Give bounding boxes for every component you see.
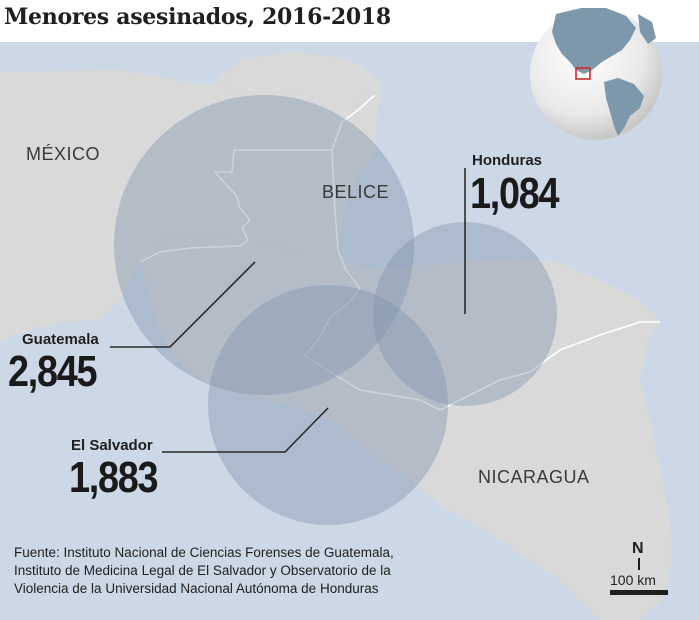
- mexico-land: [0, 70, 382, 340]
- globe-north-america: [552, 8, 636, 74]
- country-label-mexico: MÉXICO: [26, 144, 101, 164]
- country-borders: [139, 94, 660, 411]
- page-title: Menores asesinados, 2016-2018: [4, 4, 391, 30]
- scale-label: 100 km: [610, 572, 656, 588]
- globe-south-america: [604, 78, 644, 136]
- border-mexico-guatemala: [139, 149, 339, 263]
- marker-label-honduras: Honduras: [472, 152, 543, 169]
- bubble-el-salvador: [208, 285, 448, 525]
- source-line: Fuente: Instituto Nacional de Ciencias F…: [14, 545, 394, 560]
- globe-icon: [530, 8, 662, 140]
- border-honduras-elsalvador: [304, 355, 441, 411]
- globe-locator-box: [575, 67, 591, 80]
- border-belize: [331, 94, 376, 151]
- marker-value-el-salvador: 1,883: [69, 453, 159, 502]
- scale-bar: [610, 590, 668, 595]
- north-indicator: N: [632, 540, 644, 557]
- border-honduras-nicaragua: [439, 321, 660, 411]
- country-label-belice: BELICE: [322, 182, 390, 202]
- country-label-nicaragua: NICARAGUA: [478, 467, 590, 487]
- bubbles: [114, 95, 557, 525]
- marker-value-guatemala: 2,845: [8, 347, 98, 396]
- marker-value-honduras: 1,084: [470, 169, 560, 218]
- border-guatemala-honduras: [304, 249, 361, 357]
- central-america-land: [140, 232, 672, 620]
- leader-el-salvador: [162, 407, 329, 453]
- leader-lines: [110, 168, 466, 453]
- marker-label-el-salvador: El Salvador: [71, 437, 153, 454]
- bubble-guatemala: [114, 95, 414, 395]
- globe-greenland: [638, 14, 656, 44]
- marker-label-guatemala: Guatemala: [22, 331, 99, 348]
- leader-guatemala: [110, 261, 256, 348]
- yucatan-land: [210, 52, 382, 100]
- source-line: Violencia de la Universidad Nacional Aut…: [14, 581, 379, 596]
- source-line: Instituto de Medicina Legal de El Salvad…: [14, 563, 391, 578]
- source-note: Fuente: Instituto Nacional de Ciencias F…: [14, 544, 474, 598]
